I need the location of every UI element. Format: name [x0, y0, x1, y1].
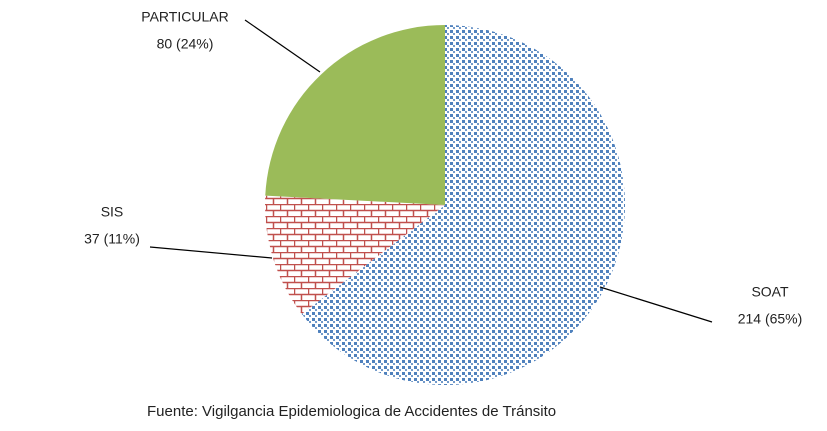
slice-value-label: 214 (65%) [738, 311, 803, 327]
pie-slice [301, 25, 625, 385]
source-note: Fuente: Vigilgancia Epidemiologica de Ac… [147, 403, 556, 420]
slice-value-label: 80 (24%) [157, 36, 214, 52]
pie-slice [265, 25, 445, 205]
slice-category: PARTICULAR [141, 9, 228, 25]
leader-line [149, 246, 273, 259]
leader-line [599, 286, 713, 323]
pie-slice [265, 195, 445, 314]
slice-category: SIS [101, 204, 124, 220]
slice-category: SOAT [751, 284, 789, 300]
slice-value-label: 37 (11%) [84, 231, 140, 247]
leader-line [244, 19, 321, 73]
